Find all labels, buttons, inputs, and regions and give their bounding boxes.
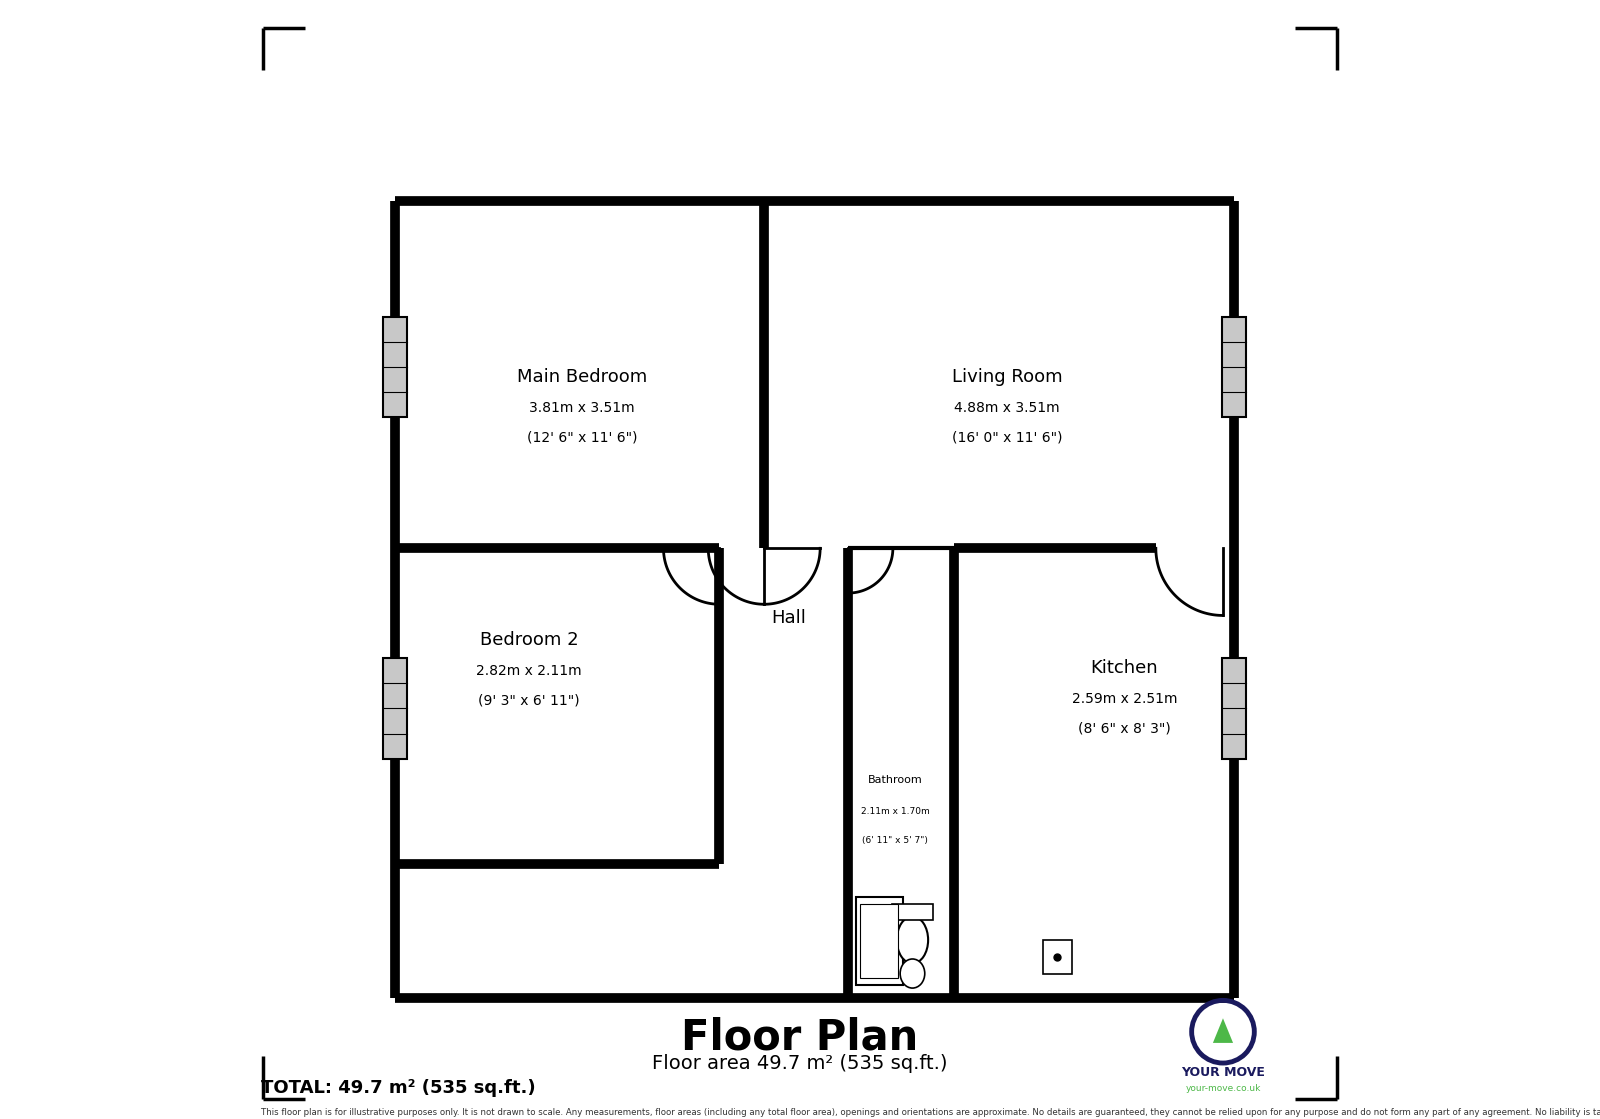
Text: TOTAL: 49.7 m² (535 sq.ft.): TOTAL: 49.7 m² (535 sq.ft.) xyxy=(261,1079,536,1097)
Bar xyxy=(1043,940,1072,974)
Text: This floor plan is for illustrative purposes only. It is not drawn to scale. Any: This floor plan is for illustrative purp… xyxy=(261,1108,1600,1117)
Text: (12' 6" x 11' 6"): (12' 6" x 11' 6") xyxy=(526,431,637,444)
Bar xyxy=(382,658,408,759)
Bar xyxy=(382,317,408,417)
Text: Bathroom: Bathroom xyxy=(867,775,923,784)
Text: Floor Plan: Floor Plan xyxy=(682,1016,918,1059)
Ellipse shape xyxy=(901,959,925,988)
Text: 3.81m x 3.51m: 3.81m x 3.51m xyxy=(530,402,635,415)
Bar xyxy=(861,904,899,978)
Bar xyxy=(856,897,902,985)
Polygon shape xyxy=(1213,1018,1234,1043)
Bar xyxy=(893,904,933,920)
Text: (8' 6" x 8' 3"): (8' 6" x 8' 3") xyxy=(1078,722,1171,735)
Text: (9' 3" x 6' 11"): (9' 3" x 6' 11") xyxy=(478,694,581,707)
Text: Floor area 49.7 m² (535 sq.ft.): Floor area 49.7 m² (535 sq.ft.) xyxy=(653,1054,947,1072)
Text: 2.59m x 2.51m: 2.59m x 2.51m xyxy=(1072,693,1178,706)
Text: your-move.co.uk: your-move.co.uk xyxy=(1186,1084,1261,1093)
Bar xyxy=(1222,317,1246,417)
Text: (6' 11" x 5' 7"): (6' 11" x 5' 7") xyxy=(862,836,928,845)
Text: 2.11m x 1.70m: 2.11m x 1.70m xyxy=(861,807,930,816)
Text: Hall: Hall xyxy=(771,609,806,627)
Text: Living Room: Living Room xyxy=(952,368,1062,386)
Text: (16' 0" x 11' 6"): (16' 0" x 11' 6") xyxy=(952,431,1062,444)
Bar xyxy=(1222,658,1246,759)
Text: Kitchen: Kitchen xyxy=(1091,659,1158,677)
Text: 4.88m x 3.51m: 4.88m x 3.51m xyxy=(954,402,1059,415)
Text: YOUR MOVE: YOUR MOVE xyxy=(1181,1065,1266,1079)
Text: 2.82m x 2.11m: 2.82m x 2.11m xyxy=(477,665,582,678)
Text: Bedroom 2: Bedroom 2 xyxy=(480,631,579,649)
Ellipse shape xyxy=(896,916,928,963)
Text: Main Bedroom: Main Bedroom xyxy=(517,368,646,386)
